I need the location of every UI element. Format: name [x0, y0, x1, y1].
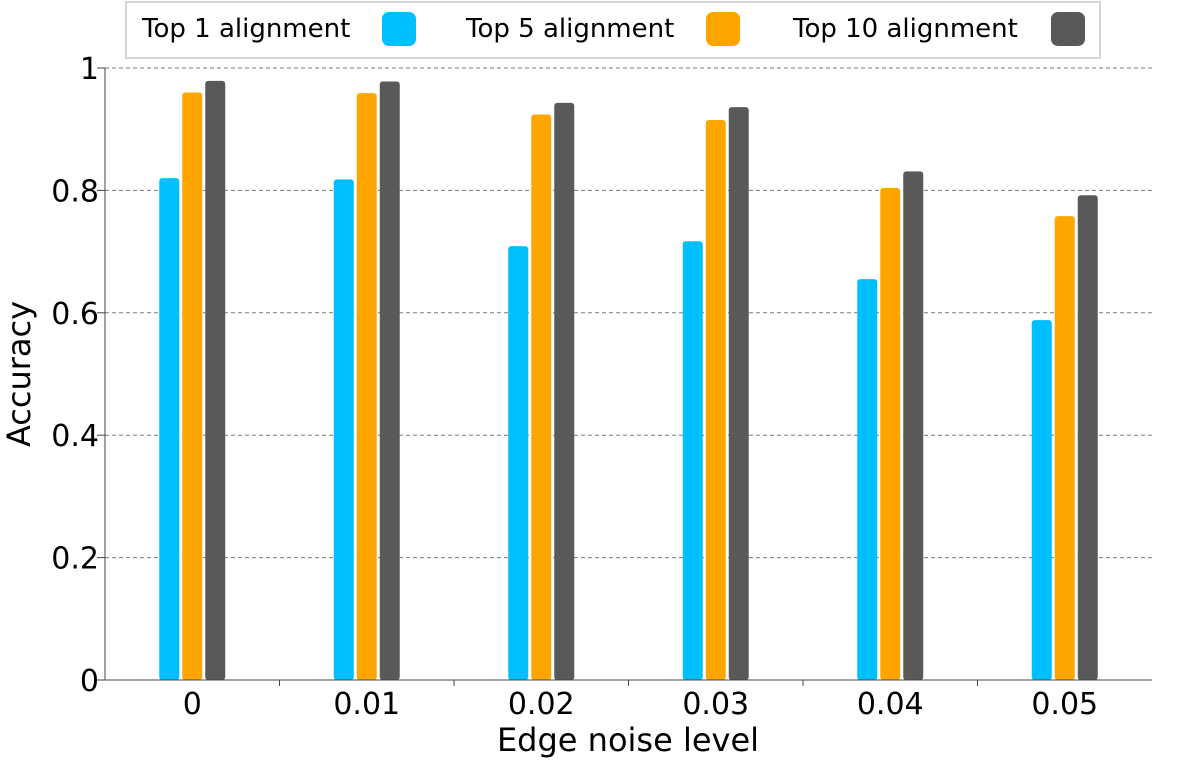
bar-top-10-alignment-0 [205, 80, 226, 681]
x-tick-label: 0.03 [682, 687, 749, 722]
bar-top-5-alignment-0.02 [531, 114, 552, 680]
bar-top-10-alignment-0.02 [554, 102, 575, 680]
y-tick-label: 0.8 [51, 174, 99, 209]
bar-top-1-alignment-0 [159, 178, 180, 680]
y-tick-label: 0.4 [51, 419, 99, 454]
legend-swatch-top5 [706, 12, 740, 46]
bar-top-1-alignment-0.01 [333, 179, 354, 680]
bar-top-5-alignment-0.04 [880, 187, 901, 680]
bar-top-10-alignment-0.03 [728, 107, 749, 681]
y-axis-ticks: 0 0.2 0.4 0.6 0.8 1 [51, 52, 105, 699]
x-tick-label: 0.05 [1031, 687, 1098, 722]
legend: Top 1 alignment Top 5 alignment Top 10 a… [125, 1, 1101, 59]
bar-top-5-alignment-0.01 [356, 93, 377, 681]
bar-top-5-alignment-0.03 [705, 120, 726, 680]
y-tick-label: 0 [80, 664, 99, 699]
y-tick-label: 0.2 [51, 542, 99, 577]
bar-top-1-alignment-0.04 [857, 279, 878, 680]
y-tick-label: 0.6 [51, 297, 99, 332]
legend-label-top1: Top 1 alignment [141, 14, 350, 44]
x-tick-label: 0.01 [333, 687, 400, 722]
x-tick-label: 0.04 [857, 687, 924, 722]
y-axis-title: Accuracy [0, 301, 38, 447]
bar-top-10-alignment-0.05 [1077, 195, 1098, 680]
x-axis-title: Edge noise level [497, 721, 759, 759]
x-tick-label: 0 [183, 687, 202, 722]
bar-top-1-alignment-0.05 [1031, 320, 1052, 680]
legend-label-top5: Top 5 alignment [465, 14, 674, 44]
bar-top-1-alignment-0.02 [508, 246, 529, 681]
x-tick-label: 0.02 [508, 687, 575, 722]
y-tick-label: 1 [80, 52, 99, 87]
legend-swatch-top1 [382, 12, 416, 46]
legend-box [125, 1, 1101, 59]
legend-swatch-top10 [1051, 12, 1085, 46]
bar-top-5-alignment-0.05 [1054, 216, 1075, 680]
bar-top-10-alignment-0.01 [379, 81, 400, 681]
legend-label-top10: Top 10 alignment [792, 14, 1018, 44]
bars [159, 80, 1098, 681]
bar-top-5-alignment-0 [182, 92, 203, 681]
bar-top-1-alignment-0.03 [682, 241, 703, 681]
gridlines [105, 67, 1152, 559]
bar-top-10-alignment-0.04 [903, 171, 924, 681]
x-axis-ticks: 0 0.01 0.02 0.03 0.04 0.05 [183, 680, 1098, 722]
